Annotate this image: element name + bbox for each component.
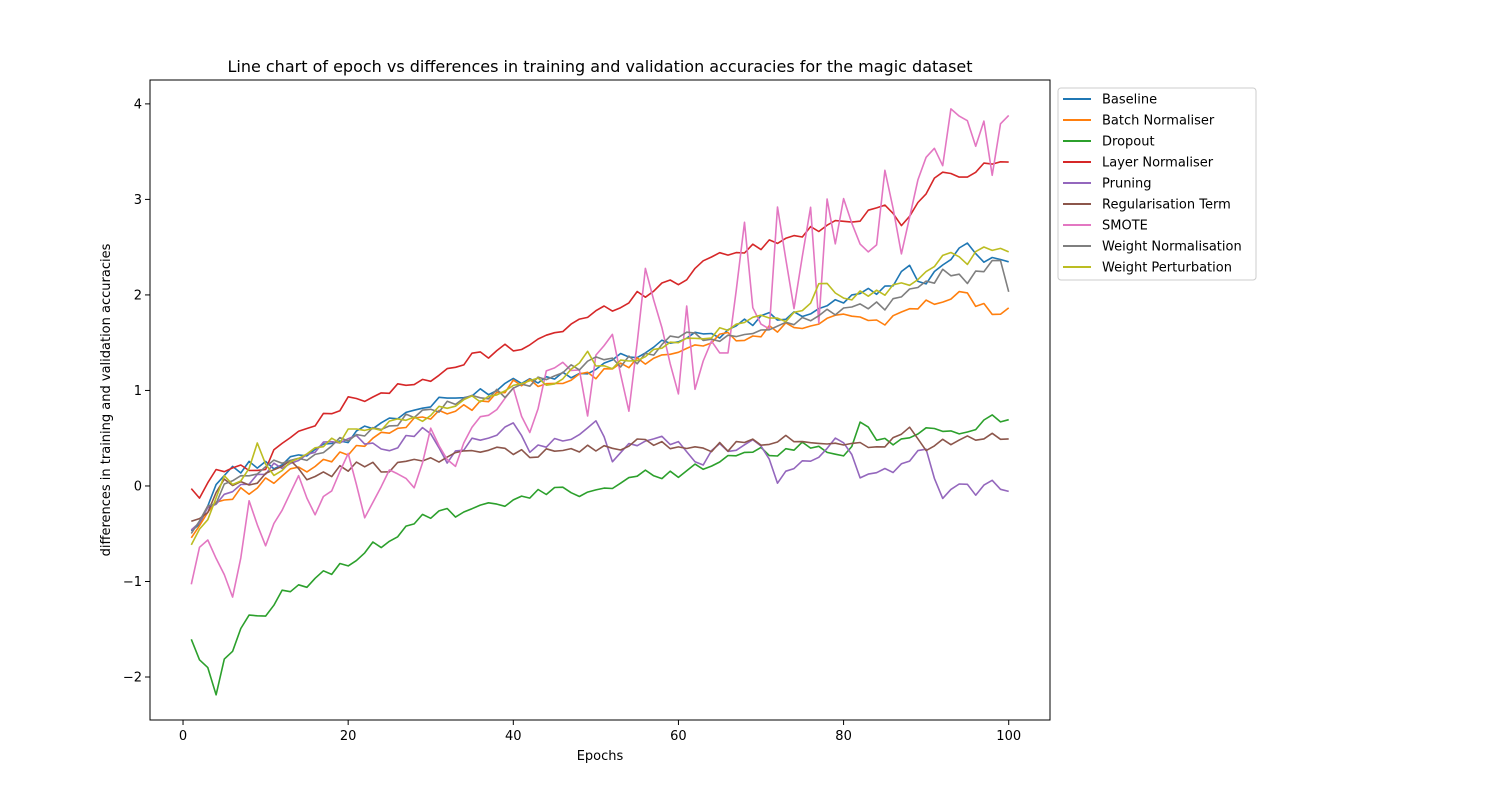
plot-frame — [149, 79, 1051, 721]
x-axis: 0 20 40 60 80 100 — [179, 720, 1021, 744]
series-line-regularisation-term — [191, 426, 1009, 523]
legend-label: Baseline — [1102, 93, 1157, 108]
series-line-weight-normalisation — [190, 259, 1010, 534]
series-line-weight-perturbation — [190, 246, 1010, 546]
y-tick-label: 1 — [134, 384, 142, 399]
legend-label: Batch Normaliser — [1102, 114, 1215, 129]
y-axis: −2 −1 0 1 2 3 4 — [123, 97, 150, 686]
y-tick-label: 4 — [134, 97, 142, 112]
series-line-batch-normaliser — [190, 290, 1010, 539]
legend: Baseline Batch Normaliser Dropout Layer Nor… — [1057, 87, 1257, 281]
x-axis-label: Epochs — [577, 749, 624, 764]
legend-label: SMOTE — [1102, 219, 1148, 234]
series-line-smote — [190, 108, 1010, 598]
legend-label: Dropout — [1102, 135, 1155, 150]
x-tick-label: 60 — [670, 729, 687, 744]
x-tick-label: 100 — [996, 729, 1021, 744]
legend-label: Weight Perturbation — [1102, 261, 1232, 276]
legend-frame — [1057, 87, 1257, 281]
series-line-layer-normaliser — [190, 161, 1009, 499]
series-line-baseline — [190, 242, 1009, 532]
y-tick-label: 2 — [134, 288, 142, 303]
series-line-dropout — [190, 414, 1009, 696]
legend-label: Pruning — [1102, 177, 1152, 192]
x-tick-label: 40 — [505, 729, 522, 744]
x-tick-label: 80 — [835, 729, 852, 744]
x-tick-label: 0 — [179, 729, 187, 744]
chart-title: Line chart of epoch vs differences in tr… — [227, 57, 972, 76]
legend-label: Regularisation Term — [1102, 198, 1231, 213]
x-tick-label: 20 — [340, 729, 357, 744]
y-tick-label: 0 — [134, 479, 142, 494]
y-axis-label: differences in training and validation a… — [99, 243, 114, 556]
legend-label: Layer Normaliser — [1102, 156, 1214, 171]
y-tick-label: −1 — [123, 575, 142, 590]
series-lines — [190, 108, 1010, 696]
plot-area — [149, 79, 1051, 721]
legend-label: Weight Normalisation — [1102, 240, 1242, 255]
y-tick-label: 3 — [134, 193, 142, 208]
y-tick-label: −2 — [123, 671, 142, 686]
